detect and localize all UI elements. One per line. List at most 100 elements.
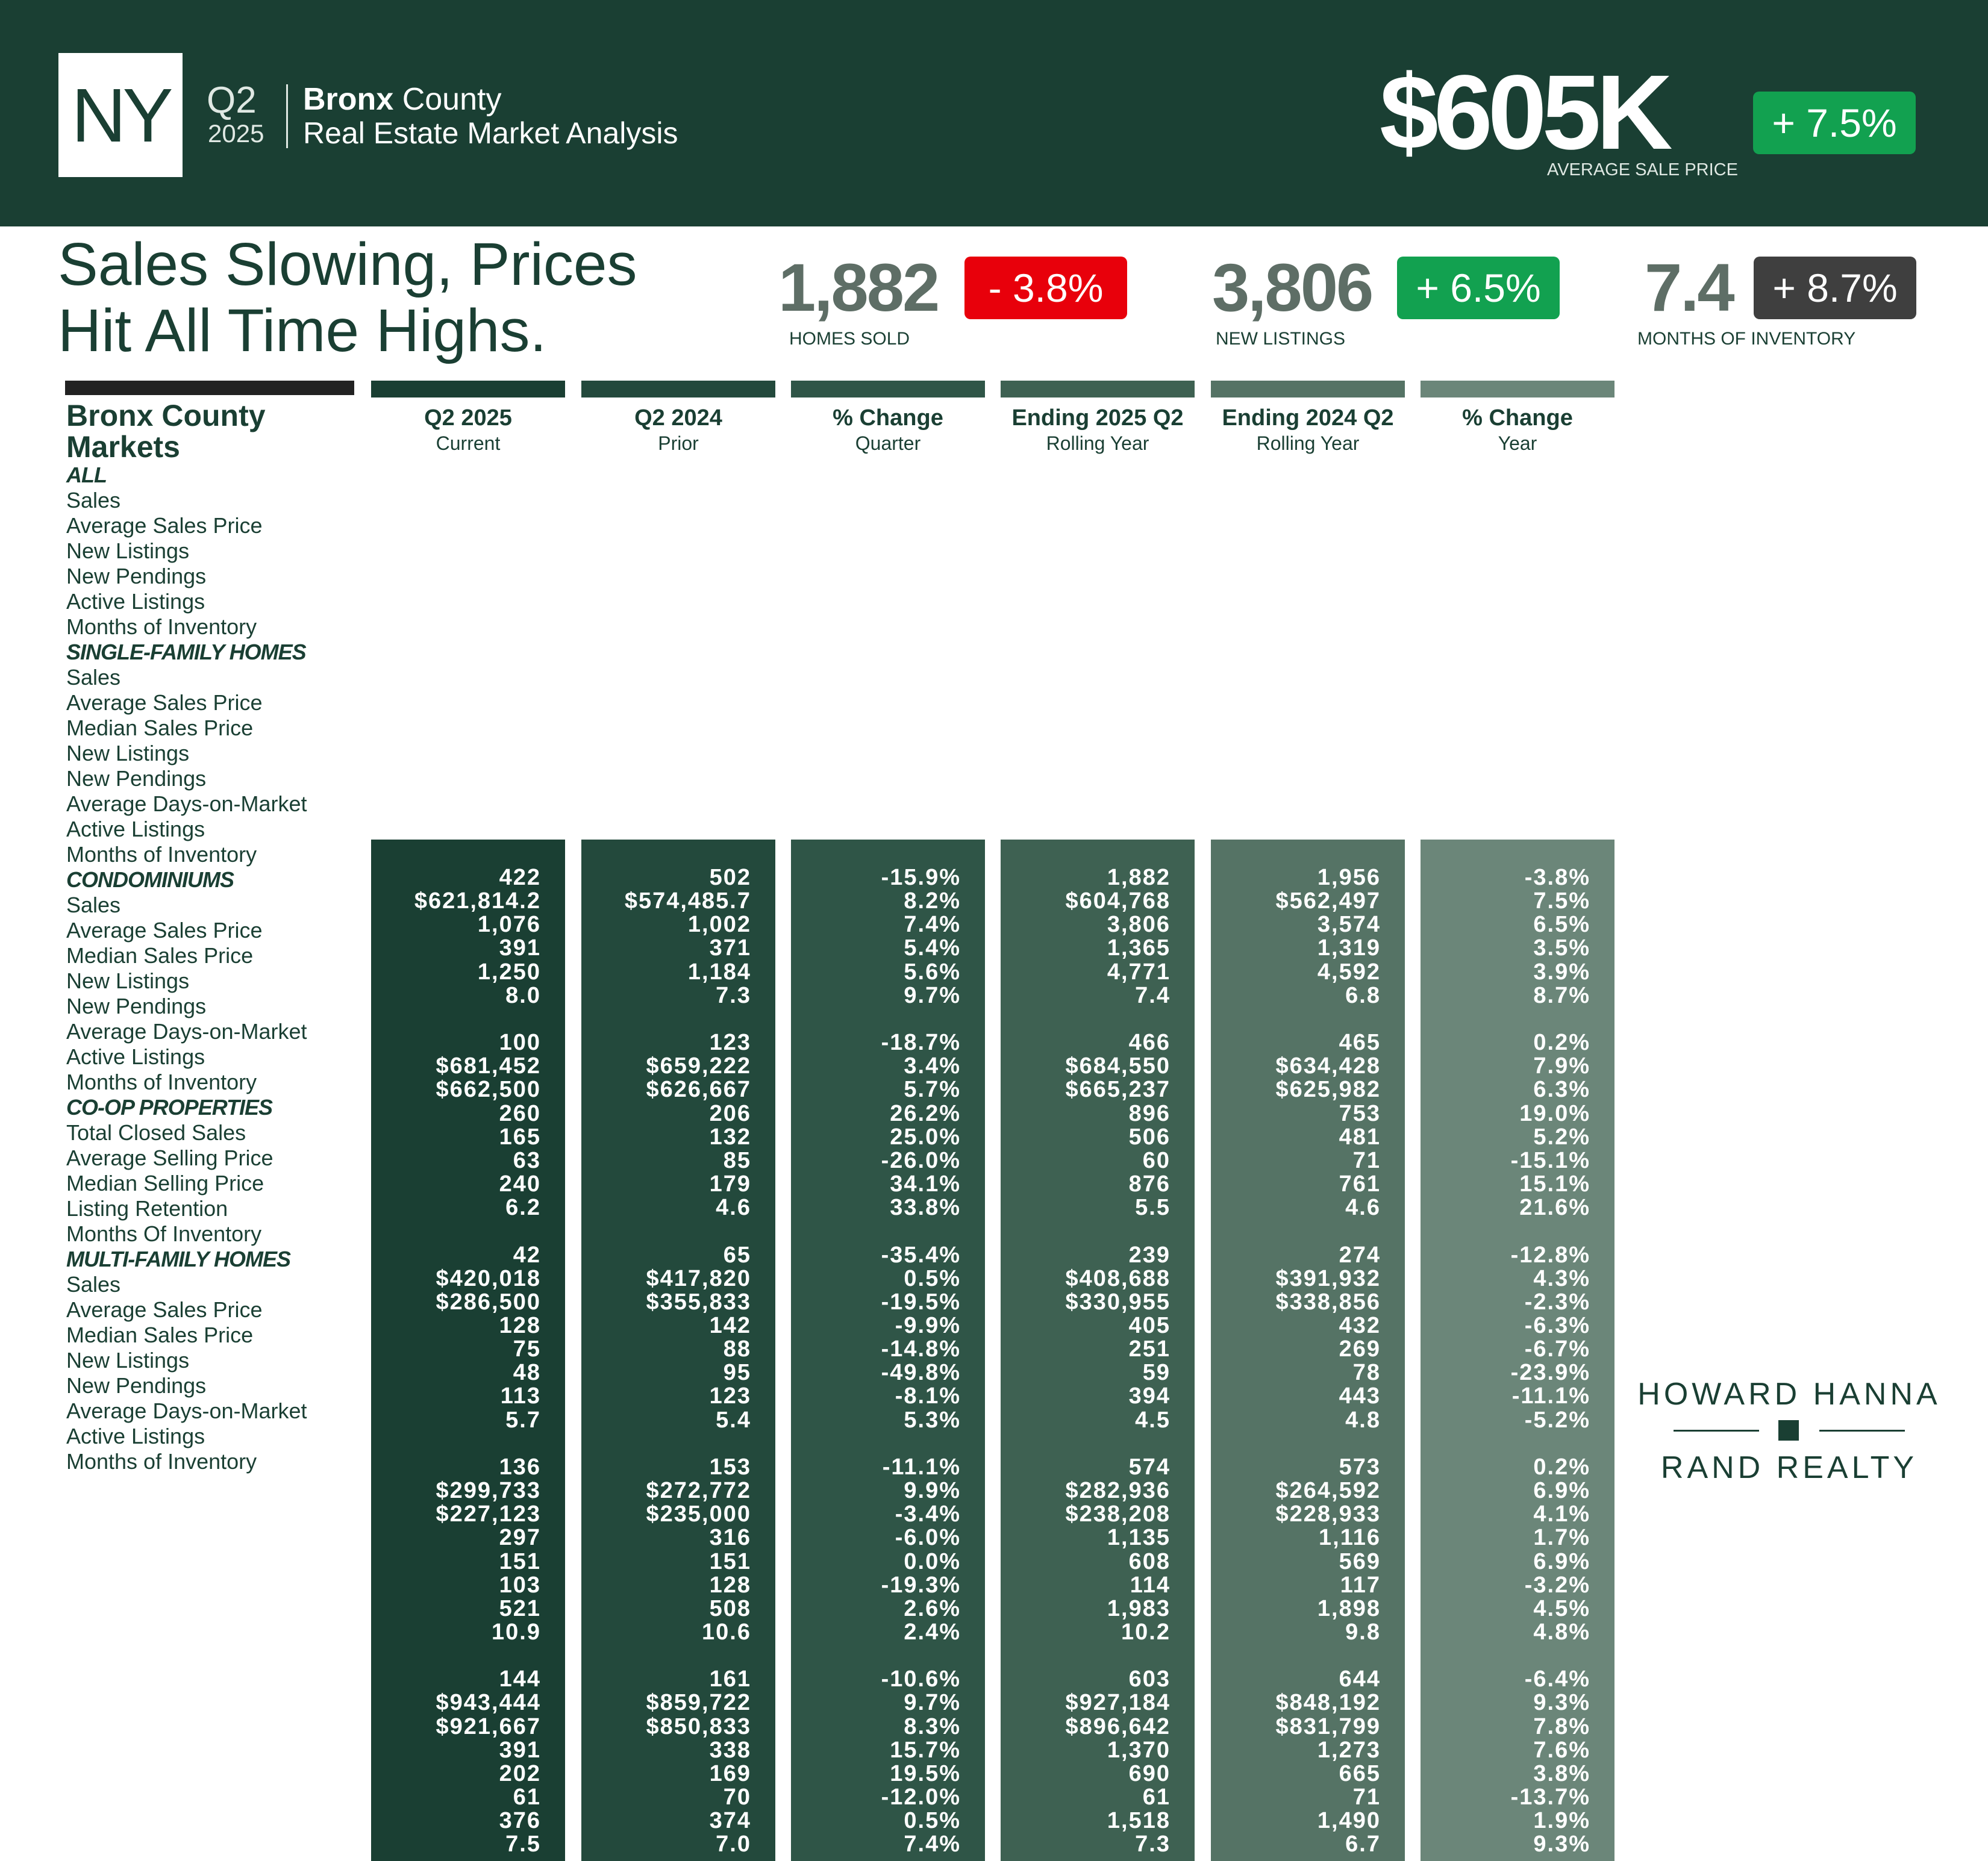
table-cell: $662,500 — [436, 1077, 541, 1103]
table-cell: -6.0% — [895, 1525, 961, 1551]
table-cell: 65 — [723, 1242, 751, 1268]
table-cell: 506 — [1128, 1124, 1171, 1150]
table-cell: 376 — [499, 1808, 541, 1834]
table-cell: 4,592 — [1317, 959, 1381, 985]
table-title-line-1: Bronx County — [66, 399, 266, 432]
row-label: Average Sales Price — [66, 1297, 263, 1322]
table-cell: 3,574 — [1317, 912, 1381, 938]
table-cell: 206 — [709, 1100, 751, 1126]
average-sale-price-label: AVERAGE SALE PRICE — [1547, 160, 1738, 179]
table-cell: 466 — [1128, 1030, 1171, 1056]
table-title: Bronx County Markets — [66, 400, 266, 463]
table-cell: -12.8% — [1510, 1242, 1590, 1268]
column-values: -3.8% 7.5% 6.5% 3.5% 3.9% 8.7% 0.2% 7.9% 6.3% 19.… — [1510, 865, 1590, 1857]
table-cell: 251 — [1128, 1336, 1171, 1362]
table-cell: 142 — [709, 1312, 751, 1338]
table-cell: $330,955 — [1065, 1289, 1171, 1315]
row-label: Months of Inventory — [66, 614, 257, 639]
column-header-bar — [1001, 381, 1195, 397]
column-header-bar — [371, 381, 565, 397]
column-values: 502 $574,485.7 1,002 371 1,184 7.3 123 $659,222… — [625, 865, 751, 1857]
column-subtitle: Rolling Year — [1256, 432, 1360, 454]
column-title: % Change — [833, 405, 943, 431]
table-cell: -6.3% — [1524, 1312, 1590, 1338]
table-cell: 8.2% — [904, 888, 961, 914]
table-cell: 9.7% — [904, 1690, 961, 1716]
row-label: Average Sales Price — [66, 690, 263, 715]
row-label: Active Listings — [66, 1424, 205, 1448]
table-cell: -15.9% — [881, 865, 961, 890]
table-cell: 169 — [709, 1760, 751, 1786]
table-cell: 316 — [709, 1525, 751, 1551]
table-cell: 876 — [1128, 1171, 1171, 1197]
table-cell: 161 — [709, 1666, 751, 1692]
table-cell: 0.5% — [904, 1808, 961, 1834]
table-cell: 34.1% — [890, 1171, 961, 1197]
table-cell: 502 — [709, 865, 751, 890]
column-values: 1,956 $562,497 3,574 1,319 4,592 6.8 465 $634,4… — [1275, 865, 1381, 1857]
column-values: -15.9% 8.2% 7.4% 5.4% 5.6% 9.7% -18.7% 3.4% 5.7%… — [881, 865, 961, 1857]
section-spacer — [414, 1644, 541, 1668]
row-label: Average Sales Price — [66, 513, 263, 538]
table-cell: 1,365 — [1107, 935, 1171, 961]
row-label: Average Sales Price — [66, 918, 263, 943]
table-cell: 6.9% — [1533, 1548, 1590, 1574]
table-cell: 1,273 — [1317, 1737, 1381, 1763]
table-cell: 33.8% — [890, 1195, 961, 1221]
table-cell: $420,018 — [436, 1265, 541, 1291]
table-cell: -9.9% — [895, 1312, 961, 1338]
table-cell: $621,814.2 — [414, 888, 541, 914]
table-cell: $943,444 — [436, 1690, 541, 1716]
column-header-bar — [1211, 381, 1405, 397]
table-cell: 7.8% — [1533, 1713, 1590, 1739]
label-column-bar — [65, 381, 354, 395]
table-cell: 3,806 — [1107, 912, 1171, 938]
report-subtitle: Real Estate Market Analysis — [303, 116, 678, 150]
table-cell: 5.3% — [904, 1407, 961, 1433]
table-cell: 71 — [1352, 1147, 1381, 1173]
table-cell: -13.7% — [1510, 1785, 1590, 1810]
table-cell: 7.3 — [1135, 1831, 1171, 1857]
table-cell: 26.2% — [890, 1100, 961, 1126]
section-spacer — [625, 1644, 751, 1668]
table-cell: 269 — [1339, 1336, 1381, 1362]
column-header: Ending 2024 Q2 Rolling Year — [1211, 405, 1405, 455]
row-label: Sales — [66, 665, 121, 690]
table-cell: 5.5 — [1135, 1195, 1171, 1221]
table-cell: 1.7% — [1533, 1525, 1590, 1551]
table-cell: 1,135 — [1107, 1525, 1171, 1551]
table-cell: $634,428 — [1275, 1053, 1381, 1079]
table-cell: 88 — [723, 1336, 751, 1362]
table-cell: 0.2% — [1533, 1454, 1590, 1480]
column-header: % Change Year — [1421, 405, 1614, 455]
table-cell: 9.7% — [904, 982, 961, 1008]
header-divider — [286, 84, 288, 148]
row-label: Median Sales Price — [66, 1323, 254, 1347]
table-cell: $417,820 — [646, 1265, 751, 1291]
table-cell: 569 — [1339, 1548, 1381, 1574]
table-cell: 179 — [709, 1171, 751, 1197]
table-cell: 136 — [499, 1454, 541, 1480]
table-cell: $355,833 — [646, 1289, 751, 1315]
column-subtitle: Year — [1498, 432, 1537, 454]
table-cell: 123 — [709, 1030, 751, 1056]
headline: Sales Slowing, Prices Hit All Time Highs… — [58, 231, 637, 364]
table-cell: 7.6% — [1533, 1737, 1590, 1763]
quarter-label: Q2 — [207, 79, 257, 121]
table-cell: 481 — [1339, 1124, 1381, 1150]
section-spacer — [881, 1644, 961, 1668]
table-cell: 25.0% — [890, 1124, 961, 1150]
row-label: Listing Retention — [66, 1196, 228, 1221]
table-cell: -5.2% — [1524, 1407, 1590, 1433]
table-cell: 3.5% — [1533, 935, 1590, 961]
county-name: Bronx — [303, 82, 394, 117]
section-spacer — [625, 1008, 751, 1031]
table-cell: 7.4 — [1135, 982, 1171, 1008]
row-label: New Pendings — [66, 564, 207, 588]
headline-line-2: Hit All Time Highs. — [58, 297, 547, 364]
table-cell: 9.8 — [1345, 1619, 1381, 1645]
table-cell: -10.6% — [881, 1666, 961, 1692]
row-label: New Listings — [66, 968, 190, 993]
section-spacer — [1276, 1220, 1381, 1243]
months-inventory-value: 7.4 — [1645, 250, 1735, 325]
